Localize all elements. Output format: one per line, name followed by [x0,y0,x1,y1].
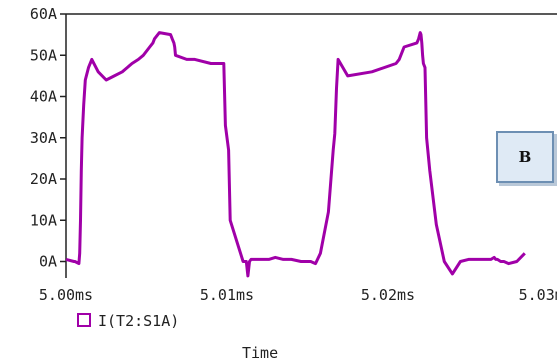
x-tick-label: 5.01ms [200,286,254,304]
x-axis-title: Time [242,344,278,362]
x-tick-label: 5.02ms [361,286,415,304]
y-tick-label: 0A [39,253,57,271]
x-tick-label: 5.00ms [39,286,93,304]
y-tick-label: 10A [30,211,57,229]
x-tick-label: 5.03ms [519,286,557,304]
y-tick-label: 30A [30,129,57,147]
annotation-text: B [518,148,532,166]
y-tick-label: 50A [30,46,57,64]
series-line-i-t2-s1a [65,31,526,278]
annotation-callout-b: B [496,131,554,183]
legend-series-label: I(T2:S1A) [98,312,179,330]
legend-marker [77,313,91,327]
y-tick-label: 60A [30,5,57,23]
y-tick-label: 40A [30,88,57,106]
y-tick-label: 20A [30,170,57,188]
